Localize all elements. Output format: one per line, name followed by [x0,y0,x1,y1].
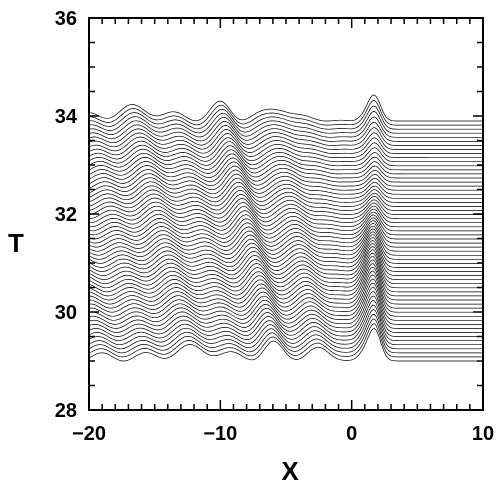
trace-line [88,214,483,236]
trace-line [88,141,483,163]
trace-line [88,125,483,146]
trace-line [88,145,483,167]
traces-layer [88,94,483,363]
trace-line [88,286,483,325]
trace-fill [89,125,483,148]
trace-line [88,234,483,264]
trace-line [88,282,483,321]
trace-line [88,173,483,195]
trace-line [88,133,483,154]
trace-line [88,129,483,150]
trace-line [88,111,483,134]
trace-line [88,295,483,333]
trace-line [89,274,483,313]
y-tick-label: 28 [55,400,77,422]
trace-line [88,121,483,142]
trace-fill [89,226,483,254]
trace-line [88,318,483,354]
trace-line [88,169,483,191]
y-tick-label: 30 [55,302,77,324]
labels-layer: −20 −10 0 10 28 30 32 34 36 [55,8,494,445]
trace-line [88,116,483,138]
trace-line [88,240,483,272]
trace-fill [89,100,483,128]
trace-fill [89,117,483,140]
trace-fill [89,328,483,363]
trace-line [88,256,483,293]
trace-fill [89,202,483,225]
trace-line [88,263,483,301]
trace-line [88,278,483,317]
trace-fill [89,121,483,144]
y-tick-label: 32 [55,204,77,226]
trace-line [88,266,483,305]
trace-line [88,206,483,228]
trace-line [88,149,483,171]
trace-line [88,228,483,256]
trace-fill [89,111,483,136]
trace-line [88,323,483,358]
trace-line [88,185,483,207]
y-tick-label: 34 [55,106,78,128]
trace-line [88,249,483,285]
trace-line [88,165,483,187]
trace-fill [89,206,483,229]
trace-line [88,202,483,224]
trace-line [88,246,483,281]
trace-fill [89,214,483,237]
trace-line [88,252,483,289]
trace-line [88,181,483,203]
trace-fill [89,217,483,241]
trace-line [88,291,483,329]
trace-line [88,161,483,183]
trace-line [88,153,483,175]
trace-line [88,270,483,309]
x-tick-label: 10 [472,423,494,445]
trace-line [88,137,483,159]
trace-line [88,309,483,346]
x-axis-label: X [281,456,299,486]
x-tick-label: −20 [72,423,106,445]
x-tick-label: −10 [203,423,237,445]
trace-line [88,177,483,199]
trace-line [88,243,483,276]
trace-line [89,105,483,130]
trace-line [88,210,483,232]
trace-line [88,304,483,342]
trace-line [88,328,483,362]
trace-line [88,217,483,240]
trace-line [88,231,483,260]
trace-fill [89,95,483,123]
trace-line [88,300,483,337]
y-axis-label: T [8,228,24,258]
trace-line [88,189,483,211]
trace-fill [89,210,483,233]
trace-line [88,313,483,350]
trace-line [88,157,483,179]
trace-line [88,223,483,248]
y-tick-label: 36 [55,8,77,30]
trace-line [89,198,483,220]
trace-line [88,259,483,297]
trace-fill [89,223,483,250]
trace-line [88,100,483,126]
trace-fill [89,234,483,266]
plot-frame [88,17,484,411]
x-tick-label: 0 [346,423,357,445]
trace-line [88,94,483,122]
trace-line [88,220,483,244]
trace-line [88,194,483,215]
trace-line [88,237,483,268]
trace-line [88,225,483,252]
